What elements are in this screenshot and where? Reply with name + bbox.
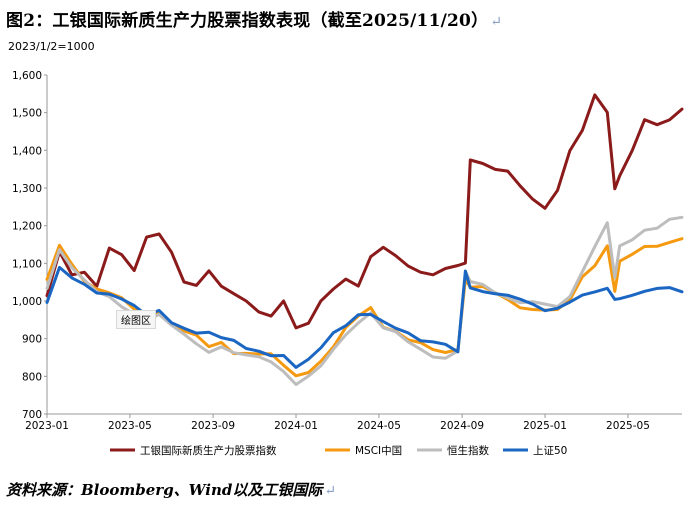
return-mark-icon: ↵ — [490, 14, 503, 30]
y-tick-label: 800 — [22, 371, 42, 383]
y-tick-label: 1,400 — [12, 145, 42, 157]
series-line-3 — [45, 265, 684, 369]
legend-label-0: 工银国际新质生产力股票指数 — [140, 444, 277, 457]
source-note: 资料来源：Bloomberg、Wind以及工银国际 ↵ — [6, 479, 336, 500]
legend-label-3: 上证50 — [533, 445, 567, 457]
y-tick-label: 1,300 — [12, 183, 42, 195]
y-tick-label: 1,000 — [12, 296, 42, 308]
legend-label-1: MSCI中国 — [355, 444, 402, 457]
x-tick-label: 2025-01 — [523, 420, 567, 432]
series-line-2 — [45, 215, 684, 386]
chart-title: 图2：工银国际新质生产力股票指数表现（截至2025/11/20） ↵ — [6, 6, 502, 31]
y-tick-label: 1,100 — [12, 258, 42, 270]
x-tick-label: 2024-05 — [357, 420, 401, 432]
line-chart: 700 800 900 1,000 1,100 1,200 1,300 1,400 1,500 1… — [12, 70, 684, 457]
plot-area-tooltip: 绘图区 — [116, 310, 156, 329]
x-tick-label: 2023-05 — [108, 420, 152, 432]
y-axis-base-note: 2023/1/2=1000 — [8, 40, 95, 53]
x-tick-label: 2024-01 — [274, 420, 318, 432]
x-tick-label: 2023-01 — [25, 420, 69, 432]
x-tick-label: 2023-09 — [191, 420, 235, 432]
legend-label-2: 恒生指数 — [447, 444, 489, 457]
source-text: 资料来源：Bloomberg、Wind以及工银国际 — [6, 481, 323, 499]
y-tick-label: 900 — [22, 334, 42, 346]
chart-title-text: 图2：工银国际新质生产力股票指数表现（截至2025/11/20） — [6, 11, 489, 31]
series-line-1 — [45, 237, 684, 378]
x-tick-label: 2024-09 — [440, 420, 484, 432]
source-return-mark-icon: ↵ — [324, 483, 337, 499]
series-line-0 — [45, 93, 684, 330]
y-tick-label: 700 — [22, 409, 42, 421]
y-tick-label: 1,600 — [12, 70, 42, 82]
y-tick-label: 1,500 — [12, 108, 42, 120]
y-tick-label: 1,200 — [12, 221, 42, 233]
x-tick-label: 2025-05 — [606, 420, 650, 432]
